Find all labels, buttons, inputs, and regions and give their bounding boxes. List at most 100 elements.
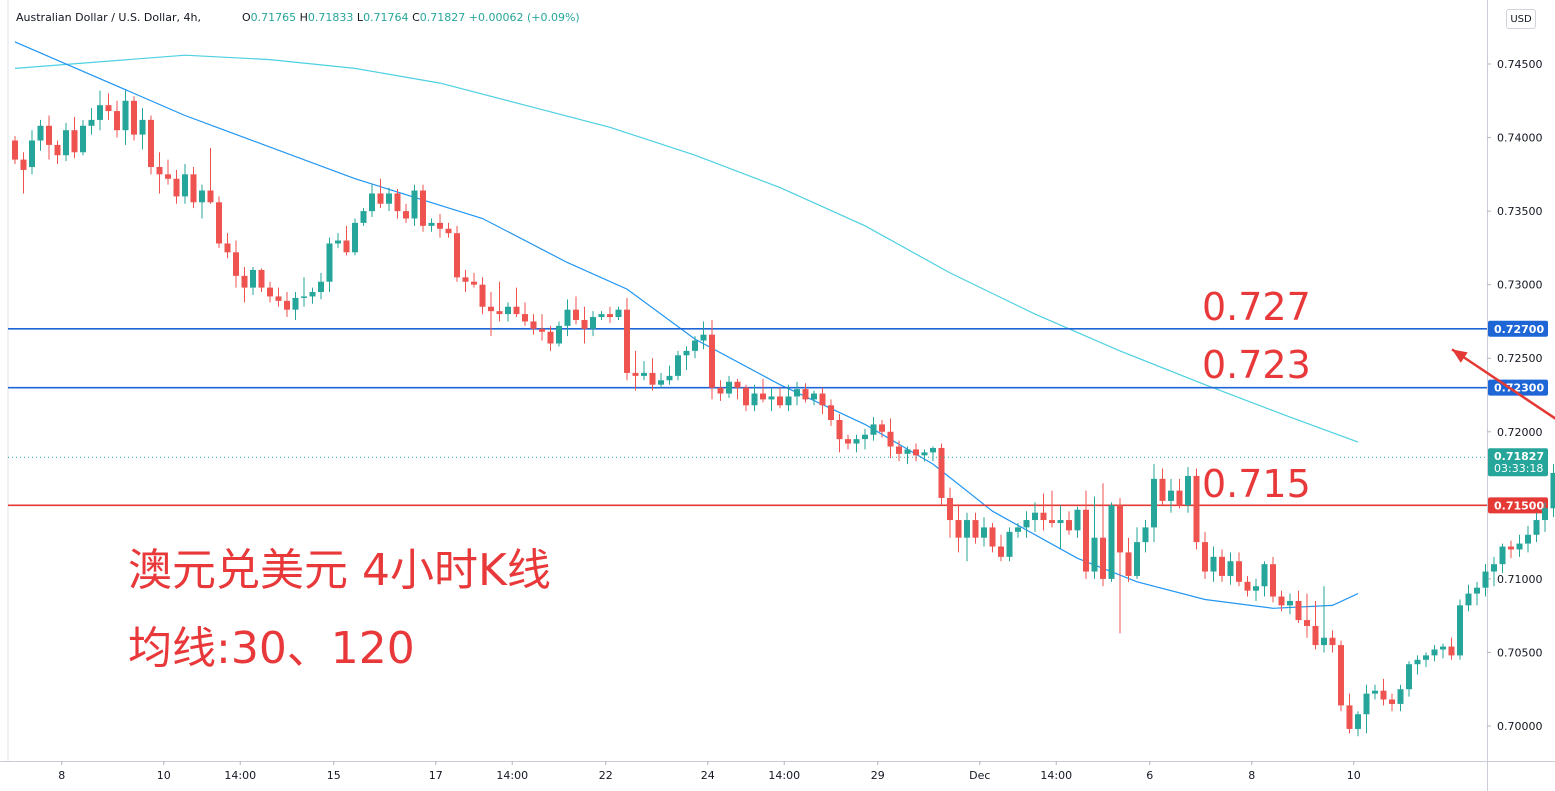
level-price-label: 0.71500 xyxy=(1494,499,1544,512)
candle-body xyxy=(309,292,316,297)
candle-body xyxy=(1125,552,1132,576)
candle-body xyxy=(454,233,460,278)
y-tick-label: 0.73000 xyxy=(1497,279,1543,292)
candle-body xyxy=(768,396,775,400)
candle-body xyxy=(1142,527,1149,543)
candle-body xyxy=(683,350,690,356)
candle-body xyxy=(1321,637,1327,646)
ohlc-low: 0.71764 xyxy=(363,11,409,24)
ohlc-open-key: O xyxy=(241,11,251,24)
candle-body xyxy=(250,269,256,288)
candle-body xyxy=(420,190,426,226)
candle-body xyxy=(972,520,979,538)
x-tick-label: 8 xyxy=(1248,769,1255,782)
candle-body xyxy=(292,297,299,310)
candle-body xyxy=(1134,542,1140,576)
candle-body xyxy=(394,193,401,212)
candle-body xyxy=(1482,571,1489,588)
candle-body xyxy=(717,387,724,394)
candle-body xyxy=(488,306,494,312)
candle-body xyxy=(122,100,129,131)
candle-body xyxy=(1287,600,1293,606)
annotation-level-0715: 0.715 xyxy=(1202,462,1311,506)
candle-body xyxy=(1151,478,1157,528)
candle-body xyxy=(1389,699,1395,704)
candle-body xyxy=(224,243,231,253)
x-tick-label: 10 xyxy=(1347,769,1361,782)
candle-body xyxy=(955,520,962,538)
candle-body xyxy=(275,296,282,301)
candle-body xyxy=(386,193,392,204)
candle-body xyxy=(207,190,214,203)
candle-body xyxy=(1108,505,1115,579)
candle-body xyxy=(1380,690,1387,700)
candle-body xyxy=(819,393,826,406)
candle-body xyxy=(105,105,112,112)
candle-body xyxy=(632,372,639,376)
candle-body xyxy=(479,284,486,307)
candle-body xyxy=(233,252,239,276)
candle-body xyxy=(437,222,443,229)
ma120-line xyxy=(14,54,1359,443)
candle-body xyxy=(607,314,613,318)
candle-body xyxy=(267,287,273,297)
candle-body xyxy=(335,240,341,244)
candle-body xyxy=(88,119,95,126)
candle-body xyxy=(428,222,435,226)
candle-body xyxy=(165,174,171,179)
x-tick-label: 14:00 xyxy=(1040,769,1072,782)
level-price-tag xyxy=(1488,497,1548,514)
last-price-tag xyxy=(1488,448,1548,477)
candle-body xyxy=(904,449,911,454)
candle-body xyxy=(1431,649,1438,656)
candle-body xyxy=(1550,472,1555,509)
currency-button[interactable]: USD xyxy=(1506,9,1536,29)
candle-body xyxy=(581,319,588,329)
y-tick-label: 0.74000 xyxy=(1497,132,1543,145)
candle-body xyxy=(921,452,928,456)
candle-body xyxy=(505,306,511,315)
candle-body xyxy=(853,439,860,444)
candle-body xyxy=(896,446,902,454)
ohlc-close-key: C xyxy=(412,11,420,24)
candle-body xyxy=(148,119,154,167)
x-tick-label: Dec xyxy=(969,769,990,782)
candle-body xyxy=(1465,593,1472,606)
candle-body xyxy=(360,211,367,223)
candle-body xyxy=(811,393,817,400)
chart-legend: Australian Dollar / U.S. Dollar, 4h, O0.… xyxy=(16,11,580,24)
candle-body xyxy=(590,317,596,329)
candle-body xyxy=(1448,646,1455,656)
candle-body xyxy=(37,125,44,141)
candle-body xyxy=(1278,596,1285,606)
candle-body xyxy=(1176,490,1183,506)
y-tick-label: 0.72000 xyxy=(1497,426,1543,439)
candle-body xyxy=(1210,556,1217,572)
candle-body xyxy=(131,100,137,135)
x-tick-label: 15 xyxy=(327,769,341,782)
annotation-level-0723: 0.723 xyxy=(1202,343,1311,387)
candle-body xyxy=(1499,546,1506,565)
y-tick-label: 0.70500 xyxy=(1497,646,1543,659)
annotation-title: 澳元兑美元 4小时K线 xyxy=(128,545,551,596)
candle-body xyxy=(1372,690,1378,694)
candle-body xyxy=(513,306,520,315)
ohlc-low-key: L xyxy=(356,11,364,24)
candle-body xyxy=(284,300,290,310)
candle-body xyxy=(777,396,783,406)
candle-body xyxy=(1355,714,1361,729)
candle-body xyxy=(411,190,418,219)
ohlc-open: 0.71765 xyxy=(250,11,297,24)
candle-body xyxy=(522,314,528,322)
x-tick-label: 29 xyxy=(871,769,885,782)
candle-body xyxy=(1304,620,1310,626)
candle-body xyxy=(666,375,673,381)
level-price-label: 0.72700 xyxy=(1494,323,1544,336)
candle-body xyxy=(692,340,698,351)
y-tick-label: 0.71000 xyxy=(1497,573,1543,586)
candle-body xyxy=(139,119,146,135)
candle-body xyxy=(1406,664,1412,690)
x-tick-label: 22 xyxy=(599,769,613,782)
candle-body xyxy=(1091,537,1098,572)
